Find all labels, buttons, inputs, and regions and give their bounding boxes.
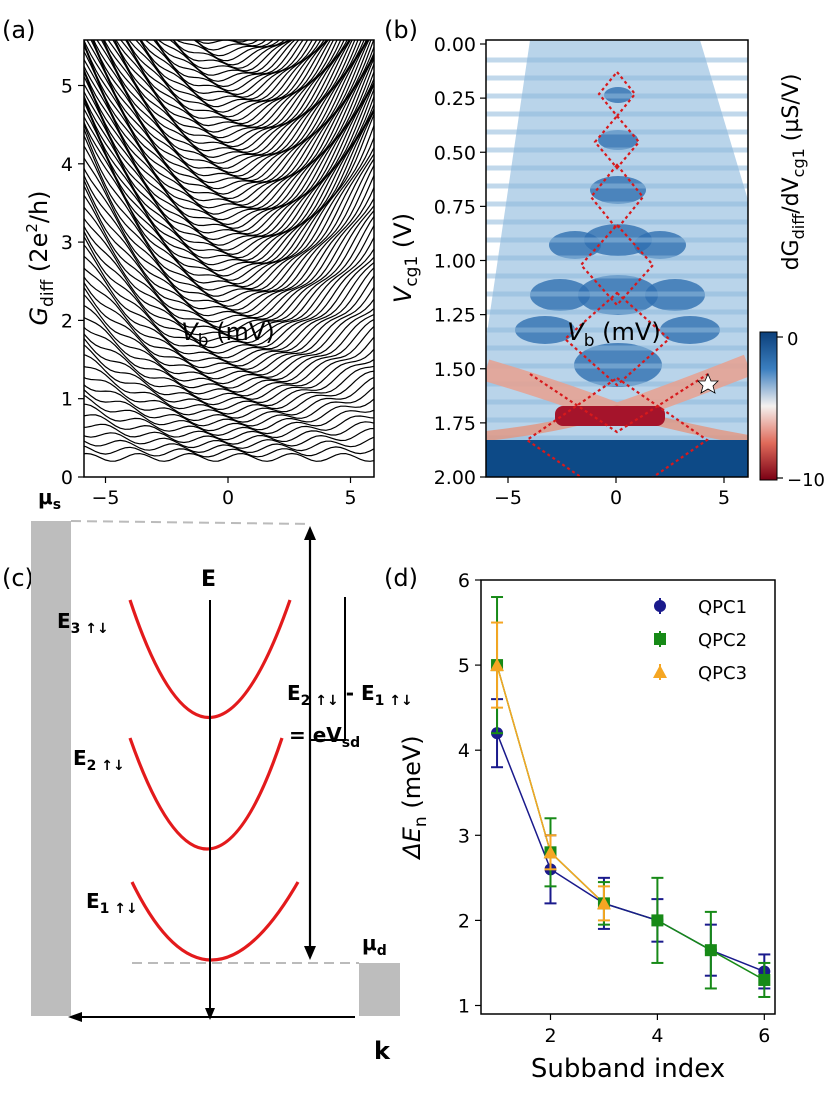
- label-mu-d: μd: [362, 931, 387, 959]
- d-xtick-label: 2: [544, 1025, 556, 1047]
- label-mu-s: μs: [38, 485, 61, 513]
- b-ytick-label: 0.25: [434, 88, 476, 110]
- d-xtick-label: 4: [651, 1025, 663, 1047]
- b-ytick-label: 1.75: [434, 413, 476, 435]
- d-ytick-label: 4: [458, 740, 470, 762]
- panel-d: (d) 1 2 3 4 5 6 2 4 6 Subband index ΔEn (meV) Q…: [384, 564, 776, 1084]
- label-e1: E1 ↑↓: [86, 889, 138, 917]
- d-yticks: 1 2 3 4 5 6: [458, 570, 481, 1017]
- d-plot: [490, 596, 771, 998]
- label-e3: E3 ↑↓: [57, 609, 109, 637]
- b-yticks: 0.00 0.25 0.50 0.75 1.00 1.25 1.50 1.75 2.00: [434, 34, 486, 489]
- colorbar: [759, 331, 778, 481]
- b-frame: [485, 39, 749, 478]
- a-ytick-label: 4: [61, 154, 73, 176]
- star-marker: [697, 372, 719, 394]
- b-ytick-label: 0.00: [434, 34, 476, 56]
- a-xticks: −5 0 5: [91, 477, 357, 509]
- axis-k-label: k: [374, 1037, 391, 1065]
- panel-b: (b) 0.00 0.25 0.50 0.75 1.00 1.25 1.50 1.75 2.00…: [384, 16, 825, 509]
- drain-contact: [359, 963, 400, 1016]
- d-xticks: 2 4 6: [544, 1014, 770, 1047]
- mu-s-line: [70, 520, 311, 525]
- b-xtick-label: −5: [494, 487, 522, 509]
- d-frame: [480, 579, 776, 1015]
- data-point-qpc2: [704, 944, 717, 957]
- a-xtick-label: 5: [344, 487, 356, 509]
- a-xtick-label: 0: [222, 487, 234, 509]
- panel-label-c: (c): [2, 564, 34, 592]
- a-ylabel: Gdiff (2e2/h): [23, 190, 58, 325]
- source-contact: [31, 521, 71, 1016]
- d-xlabel: Subband index: [531, 1054, 725, 1084]
- d-ytick-label: 5: [458, 655, 470, 677]
- b-ytick-label: 0.75: [434, 196, 476, 218]
- legend-marker-qpc2: [654, 633, 666, 645]
- a-traces: [84, 40, 374, 462]
- a-ytick-label: 2: [61, 310, 73, 332]
- label-e2: E2 ↑↓: [73, 746, 125, 774]
- colorbar-tick-0: 0: [787, 329, 798, 350]
- colorbar-label: dGdiff/dVcg1 (µS/V): [779, 74, 808, 271]
- b-xlabel: Vb (mV): [567, 318, 660, 351]
- bracket-line: [310, 597, 346, 741]
- panel-label-d: (d): [384, 564, 418, 592]
- b-xticks: −5 0 5: [494, 477, 730, 509]
- legend-marker-qpc3: [653, 665, 667, 678]
- b-ytick-label: 2.00: [434, 467, 476, 489]
- panel-a: (a) 0 1 2 3 4 5 −5 0 5 Gdiff (2e2/h) Vb (mV): [2, 16, 375, 509]
- a-ytick-label: 3: [61, 232, 73, 254]
- d-ytick-label: 1: [458, 995, 470, 1017]
- data-point-qpc3: [596, 896, 611, 910]
- b-ytick-label: 1.00: [434, 251, 476, 273]
- d-xtick-label: 6: [758, 1025, 770, 1047]
- b-ytick-label: 1.25: [434, 305, 476, 327]
- a-ytick-label: 5: [61, 76, 73, 98]
- band-e1: [130, 881, 300, 962]
- data-point-qpc2: [758, 973, 771, 986]
- b-xtick-label: 0: [610, 487, 622, 509]
- b-heatmap: [486, 40, 748, 477]
- data-point-qpc3: [543, 845, 558, 859]
- a-xlabel: Vb (mV): [181, 318, 274, 351]
- colorbar-tick-neg10: −10: [787, 470, 825, 491]
- b-ylabel: Vcg1 (V): [389, 213, 422, 303]
- d-ytick-label: 3: [458, 825, 470, 847]
- a-yticks: 0 1 2 3 4 5: [61, 76, 84, 489]
- data-point-qpc2: [651, 914, 664, 927]
- b-ytick-label: 1.50: [434, 359, 476, 381]
- d-ytick-label: 2: [458, 910, 470, 932]
- b-ytick-label: 0.50: [434, 142, 476, 164]
- series-line-qpc1-join: [603, 902, 658, 922]
- b-xtick-label: 5: [718, 487, 730, 509]
- series-line-qpc2: [496, 664, 765, 981]
- legend-label-qpc3: QPC3: [698, 663, 747, 684]
- label-equation-1: E2 ↑↓ - E1 ↑↓: [287, 681, 413, 709]
- legend-label-qpc1: QPC1: [698, 597, 747, 618]
- legend: QPC1 QPC2 QPC3: [653, 597, 747, 684]
- panel-label-b: (b): [384, 16, 418, 44]
- panel-label-a: (a): [2, 16, 35, 44]
- a-frame: [83, 39, 375, 478]
- d-ytick-label: 6: [458, 570, 470, 592]
- legend-label-qpc2: QPC2: [698, 630, 747, 651]
- a-ytick-label: 0: [61, 467, 73, 489]
- data-point-qpc3: [490, 658, 505, 672]
- a-ytick-label: 1: [61, 389, 73, 411]
- band-e2: [128, 737, 284, 851]
- legend-marker-qpc1: [654, 600, 666, 612]
- label-equation-2: = eVsd: [289, 723, 360, 751]
- d-ylabel: ΔEn (meV): [398, 735, 431, 860]
- axis-e-label: E: [201, 567, 216, 592]
- a-xtick-label: −5: [91, 487, 119, 509]
- panel-c: (c) E k E3 ↑↓ E2 ↑↓ E1 ↑↓ μs μd E2 ↑↓ - …: [2, 485, 413, 1065]
